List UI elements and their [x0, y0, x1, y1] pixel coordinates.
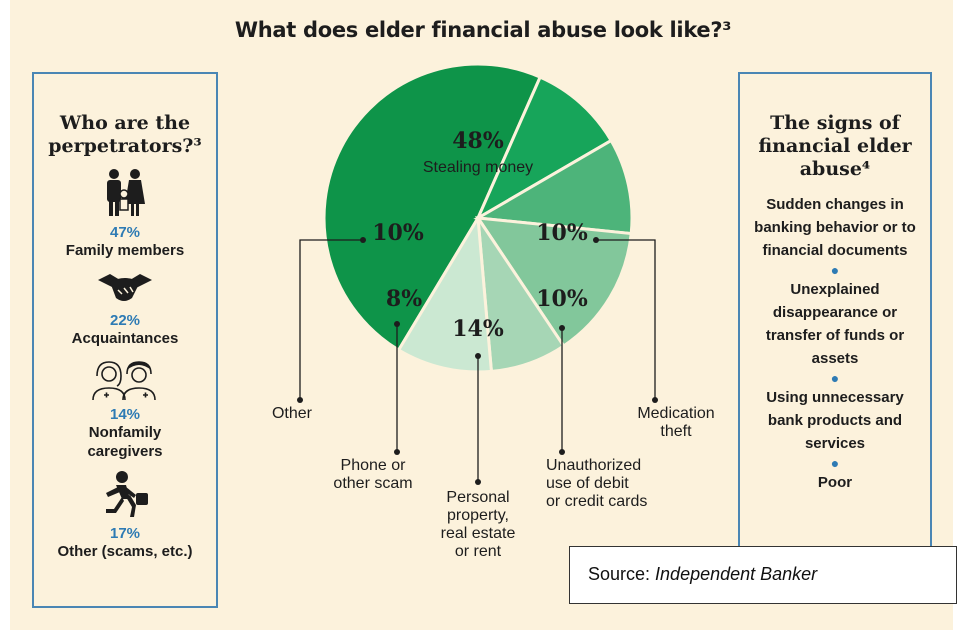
perpetrator-pct: 22% [109, 312, 141, 329]
slice-outer-label: Medication theft [637, 405, 714, 440]
perpetrator-label: Other (scams, etc.) [57, 543, 193, 560]
slice-pct-label: 8% [386, 286, 422, 312]
signs-box: The signs of financial elder abuse⁴ Sudd… [738, 72, 932, 562]
slice-pct-label: 48% [452, 128, 504, 154]
source-prefix: Source: [588, 564, 656, 584]
perpetrator-label: Family members [65, 242, 185, 259]
slice-outer-label: Other [272, 405, 313, 422]
leader-dot [475, 479, 481, 485]
sign-item: Using unnecessary bank products and serv… [766, 389, 904, 452]
leader-line [596, 239, 656, 400]
slice-pct-label: 10% [536, 286, 588, 312]
sign-item: Unexplained disappearance or transfer of… [765, 281, 905, 367]
signs-heading: The signs of financial elder abuse⁴ [758, 112, 912, 180]
perpetrator-pct: 17% [109, 525, 141, 542]
leader-dot [297, 397, 303, 403]
leader-dot [559, 325, 565, 331]
slice-pct-label: 14% [452, 316, 504, 342]
source-text: Source: Independent Banker [588, 564, 817, 585]
perpetrators-box: Who are the perpetrators?³ 47% Family me… [32, 72, 218, 608]
leader-dot [559, 449, 565, 455]
leader-dot [394, 321, 400, 327]
source-name: Independent Banker [655, 564, 818, 584]
leader-dot [475, 353, 481, 359]
bullet-dot-icon: ● [830, 262, 840, 278]
pie-slice [474, 216, 633, 349]
perpetrator-pct: 14% [109, 406, 141, 423]
slice-outer-label: Unauthorized use of debit or credit cards [546, 457, 647, 510]
pie-slice [396, 213, 494, 374]
sign-item: Poor [817, 474, 853, 491]
bullet-dot-icon: ● [830, 370, 840, 386]
perpetrator-pct: 47% [109, 224, 141, 241]
leader-line [299, 239, 363, 400]
sign-item: Sudden changes in banking behavior or to… [754, 196, 916, 259]
leader-dot [394, 449, 400, 455]
slice-pct-label: 10% [372, 220, 424, 246]
source-box: Source: Independent Banker [569, 546, 957, 604]
leader-dot [652, 397, 658, 403]
slice-inner-label: Stealing money [423, 159, 533, 176]
slice-outer-label: Personal property, real estate or rent [441, 489, 516, 560]
bullet-dot-icon: ● [830, 455, 840, 471]
slice-pct-label: 10% [536, 220, 588, 246]
pie-slice [473, 138, 634, 236]
page-title: What does elder financial abuse look lik… [234, 18, 732, 42]
leader-dot [593, 237, 599, 243]
perpetrators-heading: Who are the perpetrators?³ [48, 112, 202, 157]
leader-dot [360, 237, 366, 243]
handshake-icon [98, 274, 152, 301]
running-thief-icon [106, 471, 148, 517]
slice-outer-label: Phone or other scam [333, 457, 412, 492]
caregivers-icon [92, 361, 156, 401]
perpetrator-label: Acquaintances [71, 330, 179, 347]
perpetrator-label: Nonfamily caregivers [87, 424, 163, 460]
pie-slice [322, 62, 543, 353]
pie-slice [474, 75, 614, 222]
family-icon [107, 169, 145, 216]
